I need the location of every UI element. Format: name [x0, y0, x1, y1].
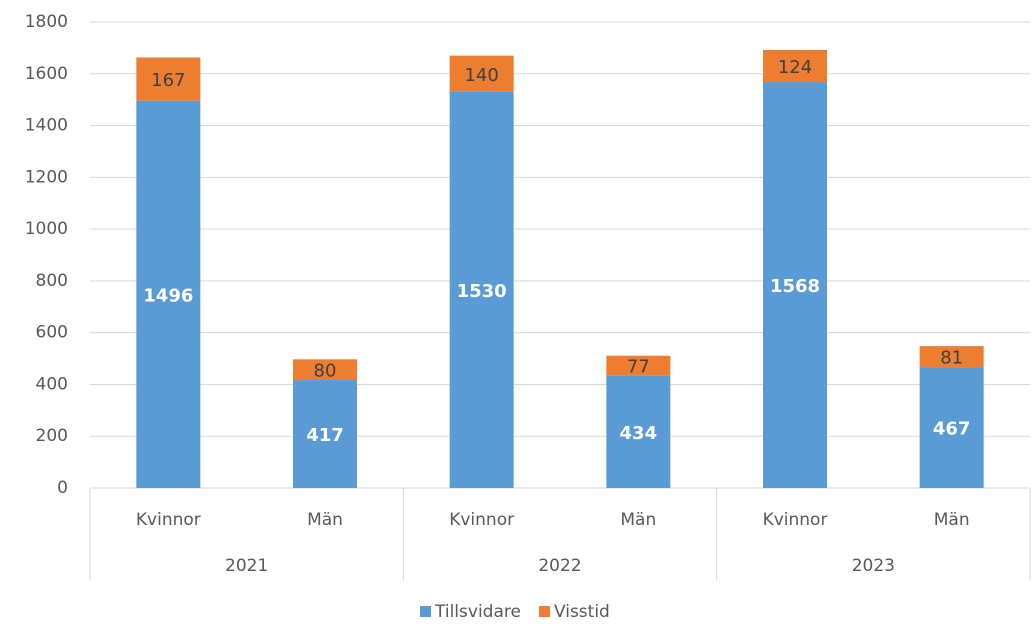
- x-tick-label: Män: [307, 510, 343, 530]
- bar-segment: [449, 55, 514, 92]
- legend-swatch: [420, 606, 431, 617]
- x-tick-label: Män: [620, 510, 656, 530]
- x-tick-label: Kvinnor: [449, 510, 514, 530]
- x-tick-label: Kvinnor: [763, 510, 828, 530]
- bar-segment: [763, 82, 827, 488]
- data-label: 1496: [143, 285, 193, 306]
- bar-segment: [136, 100, 201, 489]
- data-label: 1568: [770, 276, 820, 297]
- bar-segment: [293, 359, 357, 381]
- data-label: 77: [627, 357, 650, 378]
- y-tick-label: 0: [57, 478, 68, 498]
- y-tick-label: 800: [36, 271, 68, 291]
- y-tick-label: 1800: [25, 12, 68, 32]
- group-label: 2022: [538, 556, 581, 576]
- data-label: 140: [464, 65, 498, 86]
- data-label: 467: [933, 419, 971, 440]
- y-tick-label: 400: [36, 374, 68, 394]
- legend-label: Visstid: [554, 602, 610, 622]
- data-label: 167: [151, 70, 185, 91]
- data-label: 80: [314, 361, 337, 382]
- group-label: 2021: [225, 556, 268, 576]
- y-tick-label: 1400: [25, 116, 68, 136]
- y-tick-label: 1600: [25, 64, 68, 84]
- group-label: 2023: [852, 556, 895, 576]
- y-tick-label: 1000: [25, 219, 68, 239]
- data-label: 124: [778, 57, 812, 78]
- data-label: 1530: [457, 281, 507, 302]
- legend-label: Tillsvidare: [434, 602, 521, 622]
- bar-segment: [606, 375, 671, 488]
- bar-segment: [919, 367, 984, 488]
- bar-segment: [449, 91, 514, 489]
- data-label: 417: [306, 425, 344, 446]
- bar-segment: [293, 380, 357, 488]
- bar-segment: [919, 346, 984, 368]
- bar-segment: [763, 49, 827, 83]
- data-label: 81: [940, 348, 963, 369]
- x-tick-label: Kvinnor: [136, 510, 201, 530]
- y-tick-label: 200: [36, 426, 68, 446]
- bar-segment: [606, 355, 671, 376]
- y-tick-label: 1200: [25, 167, 68, 187]
- bar-segment: [136, 57, 201, 101]
- y-tick-label: 600: [36, 323, 68, 343]
- data-label: 434: [620, 423, 658, 444]
- legend-swatch: [538, 606, 550, 617]
- x-tick-label: Män: [934, 510, 970, 530]
